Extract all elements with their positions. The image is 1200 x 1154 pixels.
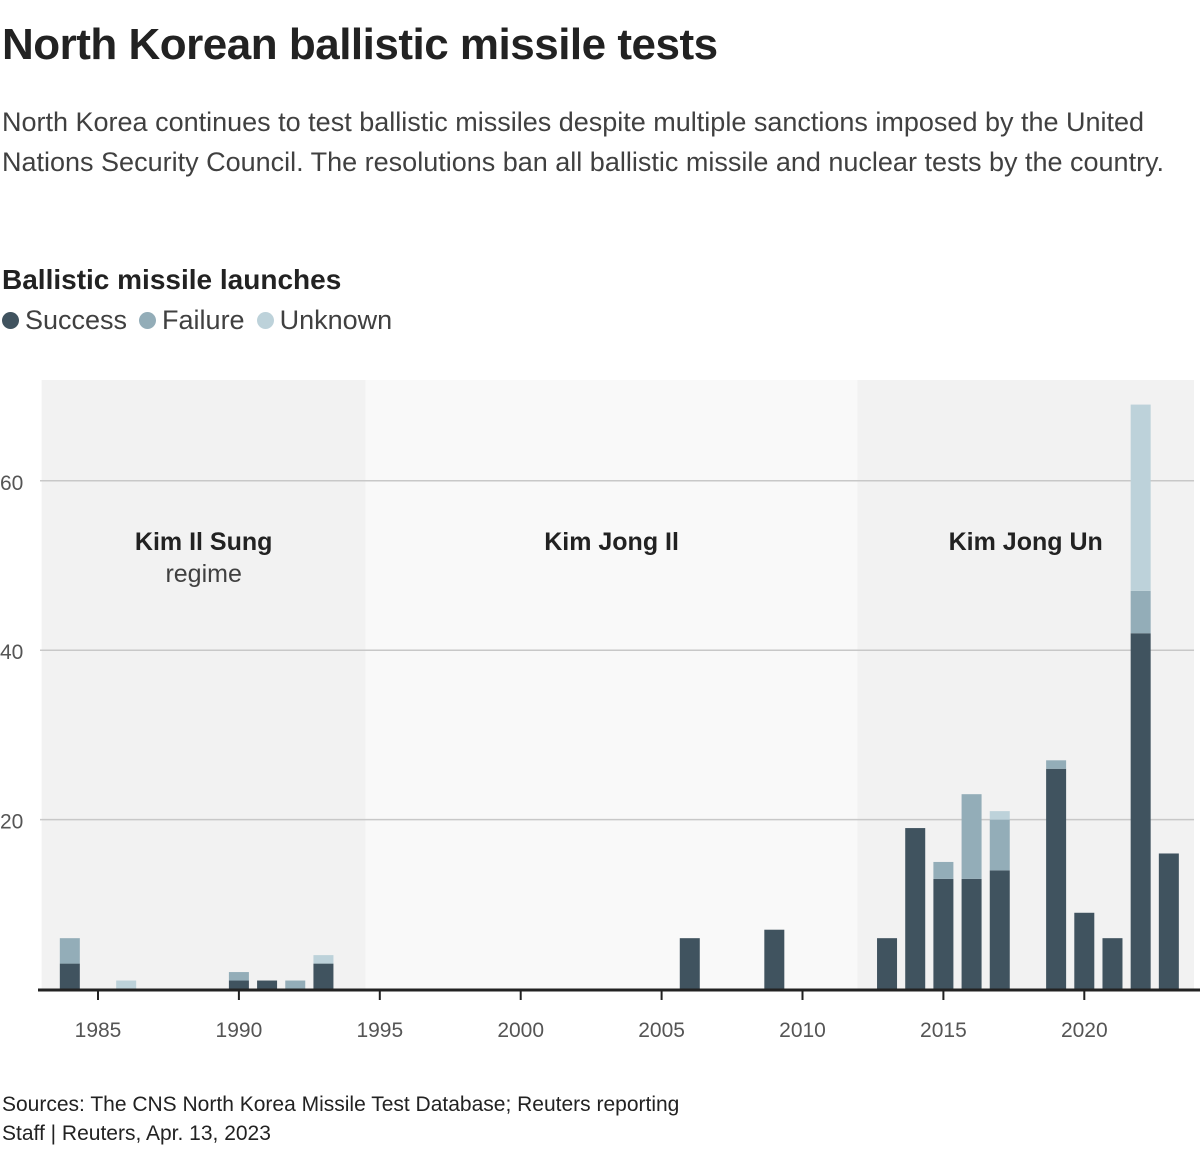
regime-sublabel: regime (165, 560, 241, 588)
bar-success-2019 (1046, 768, 1067, 989)
legend-label: Failure (162, 305, 245, 335)
regime-band (41, 380, 366, 989)
bar-success-2021 (1102, 938, 1123, 989)
regime-band (365, 380, 858, 989)
bar-success-2020 (1074, 912, 1095, 989)
bar-success-2016 (961, 878, 982, 989)
bar-success-2023 (1158, 853, 1179, 989)
legend-item-failure: Failure (139, 305, 245, 336)
bar-failure-1984 (59, 938, 80, 964)
x-tick-label: 2000 (497, 1019, 544, 1042)
y-tick-label: 40 (0, 641, 23, 664)
sources: Sources: The CNS North Korea Missile Tes… (2, 1093, 680, 1116)
bar-success-1990 (228, 980, 249, 989)
bar-failure-2022 (1130, 590, 1151, 634)
bar-failure-2017 (989, 819, 1010, 871)
bar-unknown-2017 (989, 811, 1010, 820)
bar-failure-2019 (1046, 760, 1067, 769)
bar-unknown-2022 (1130, 404, 1151, 591)
bar-success-1984 (59, 963, 80, 989)
x-tick-label: 1995 (356, 1019, 403, 1042)
regime-label: Kim Il Sung (135, 528, 273, 556)
legend-swatch-failure (139, 312, 157, 329)
x-tick-label: 2010 (779, 1019, 826, 1042)
chart-title: Ballistic missile launches (2, 264, 342, 295)
legend-swatch-success (2, 312, 19, 329)
x-tick-label: 1985 (75, 1019, 122, 1042)
bar-success-2022 (1130, 633, 1151, 989)
bar-failure-2016 (961, 794, 982, 879)
bar-success-1991 (257, 980, 278, 989)
legend-label: Unknown (279, 305, 393, 335)
bar-unknown-1986 (116, 980, 137, 989)
legend-swatch-unknown (256, 312, 274, 329)
bar-failure-2015 (933, 861, 954, 879)
x-tick-label: 2005 (638, 1019, 685, 1042)
x-tick-label: 1990 (216, 1019, 263, 1042)
y-tick-label: 20 (0, 811, 23, 834)
y-tick-label: 60 (0, 472, 23, 495)
legend-label: Success (25, 305, 128, 335)
regime-label: Kim Jong Un (949, 528, 1103, 556)
bar-unknown-1993 (313, 955, 334, 964)
bar-failure-1992 (285, 980, 306, 989)
bar-success-1993 (313, 963, 334, 989)
bar-failure-1990 (228, 972, 249, 981)
bar-success-2009 (764, 929, 785, 989)
regime-label: Kim Jong Il (544, 528, 679, 556)
legend-item-unknown: Unknown (256, 305, 393, 336)
bar-success-2014 (905, 828, 926, 989)
bar-success-2006 (679, 938, 700, 989)
legend: Success Failure Unknown (2, 305, 392, 336)
legend-item-success: Success (2, 305, 127, 336)
x-tick-label: 2020 (1061, 1019, 1108, 1042)
footer: Sources: The CNS North Korea Missile Tes… (2, 1090, 679, 1148)
x-tick-label: 2015 (920, 1019, 967, 1042)
bar-success-2017 (989, 870, 1010, 989)
page-title: North Korean ballistic missile tests (2, 20, 718, 69)
credit: Staff | Reuters, Apr. 13, 2023 (2, 1122, 271, 1145)
bar-success-2015 (933, 878, 954, 989)
bar-success-2013 (877, 938, 898, 989)
subtitle: North Korea continues to test ballistic … (2, 107, 1165, 177)
